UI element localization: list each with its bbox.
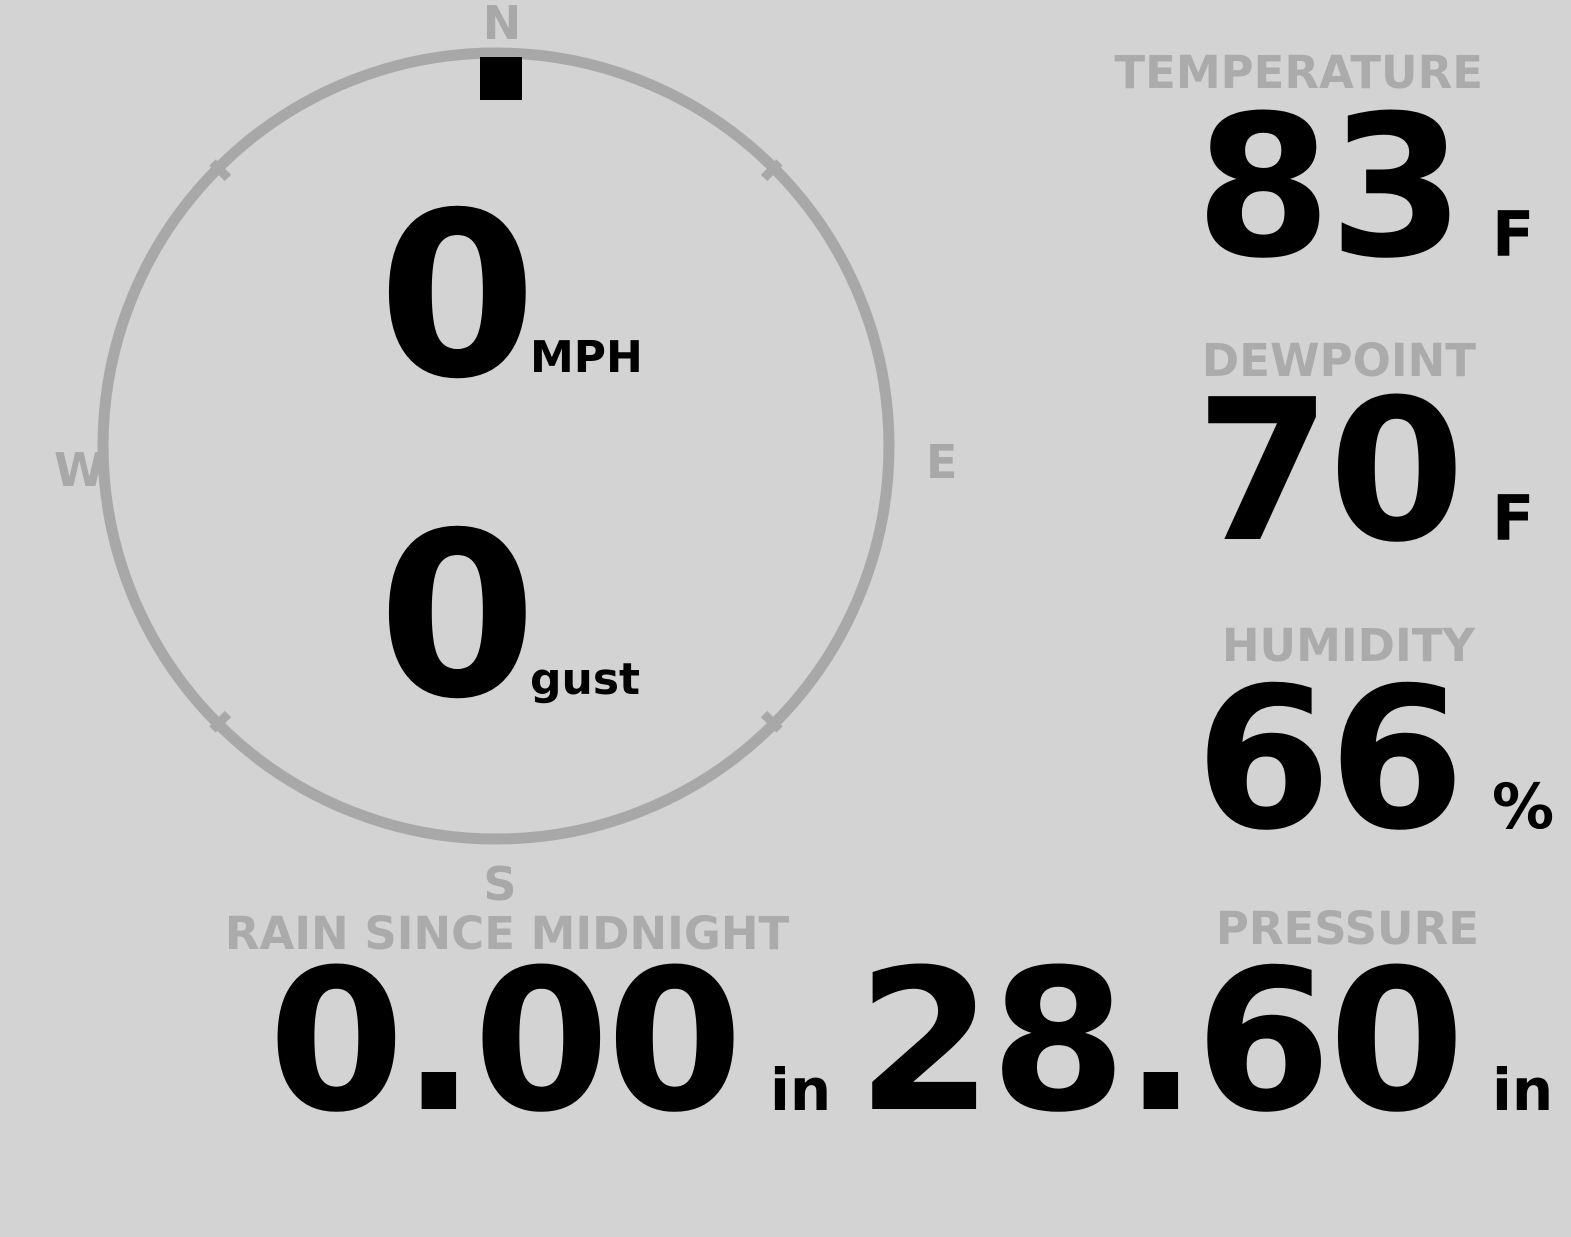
humidity-unit: % (1492, 770, 1555, 843)
compass-label-north: N (482, 0, 522, 50)
compass-tick-se (760, 710, 783, 733)
temperature-value: 83 (1195, 74, 1465, 302)
wind-gust-value: 0 (378, 483, 537, 749)
pressure-value: 28.60 (856, 928, 1465, 1156)
compass-label-east: E (926, 435, 958, 489)
temperature-label: TEMPERATURE (1114, 46, 1483, 99)
humidity-label: HUMIDITY (1221, 619, 1475, 672)
pressure-label: PRESSURE (1215, 902, 1479, 955)
wind-direction-marker-icon (480, 57, 522, 100)
pressure-unit: in (1492, 1056, 1554, 1124)
compass-tick-nw (209, 159, 232, 182)
rain-unit: in (770, 1056, 832, 1124)
rain-value: 0.00 (268, 928, 743, 1156)
rain-label: RAIN SINCE MIDNIGHT (224, 907, 790, 960)
compass-ring (97, 47, 895, 845)
compass-label-south: S (483, 857, 517, 911)
compass-label-west: W (54, 443, 105, 497)
temperature-unit: F (1492, 198, 1535, 271)
wind-gust-unit: gust (530, 654, 641, 705)
dewpoint-unit: F (1492, 482, 1535, 555)
compass-tick-sw (209, 710, 232, 733)
dewpoint-value: 70 (1195, 358, 1465, 586)
wind-speed-value: 0 (378, 163, 537, 429)
dewpoint-label: DEWPOINT (1201, 334, 1476, 387)
wind-speed-unit: MPH (530, 332, 643, 383)
compass-tick-ne (760, 159, 783, 182)
humidity-value: 66 (1195, 646, 1465, 874)
